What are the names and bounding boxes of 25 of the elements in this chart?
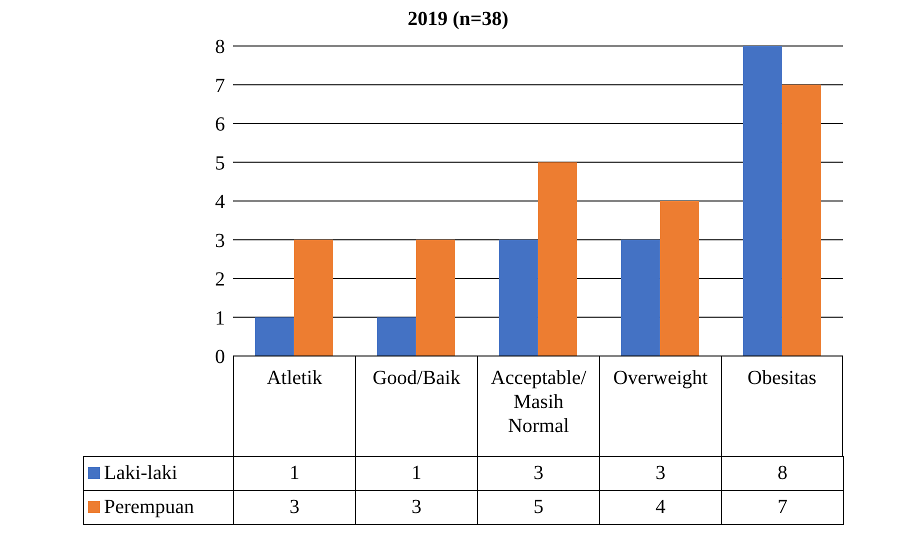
legend-label: Laki-laki: [84, 456, 234, 490]
y-tick-label: 8: [215, 36, 225, 58]
x-tick-label: Atletik: [233, 356, 355, 456]
x-tick-label: Overweight: [599, 356, 721, 456]
data-label: 1: [356, 456, 478, 490]
y-tick-label: 1: [215, 307, 225, 330]
chart-title: 2019 (n=38): [406, 8, 510, 32]
y-tick-label: 6: [215, 114, 225, 136]
y-tick-label: 3: [215, 230, 225, 252]
data-label: 4: [600, 490, 722, 524]
y-tick-label: 5: [215, 152, 225, 174]
x-tick-label: Good/Baik: [355, 356, 477, 456]
data-label: 3: [356, 490, 478, 524]
y-tick-label: 0: [215, 346, 225, 368]
data-label: 7: [722, 490, 844, 524]
x-tick-label: Acceptable/Masih Normal: [477, 356, 599, 456]
data-label: 5: [478, 490, 600, 524]
y-tick-label: 4: [215, 191, 225, 214]
data-label: 8: [722, 456, 844, 490]
x-tick-label: Obesitas: [721, 356, 843, 456]
legend-label: Perempuan: [84, 490, 234, 524]
y-tick-label: 7: [215, 74, 225, 97]
y-tick-label: 2: [215, 268, 225, 291]
data-label: 3: [600, 456, 722, 490]
data-label: 3: [478, 456, 600, 490]
